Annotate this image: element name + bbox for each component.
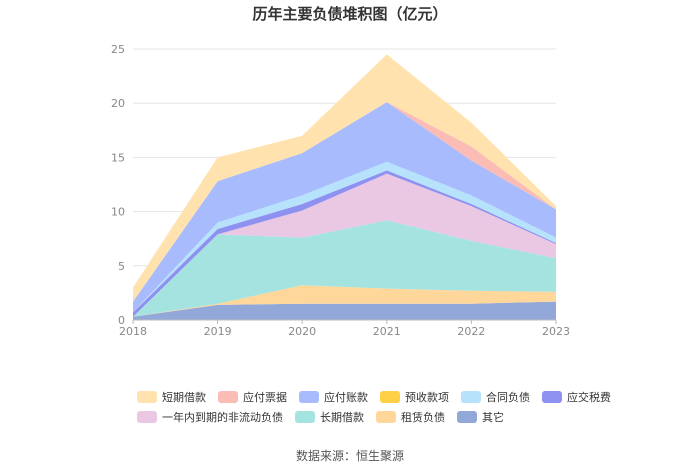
area-series-2: [133, 220, 556, 317]
x-tick-label-2020: 2020: [288, 325, 316, 338]
y-tick-label-15: 15: [111, 151, 125, 164]
legend-swatch: [137, 391, 157, 403]
x-tick-label-2019: 2019: [204, 325, 232, 338]
legend-label: 一年内到期的非流动负债: [162, 410, 283, 424]
legend-label: 租赁负债: [401, 410, 445, 424]
legend-swatch: [457, 411, 477, 423]
legend-item-1-3: 其它: [457, 410, 504, 424]
legend-label: 应付账款: [324, 390, 368, 404]
y-tick-label-5: 5: [118, 260, 125, 273]
y-tick-label-20: 20: [111, 97, 125, 110]
legend-item-1-0: 一年内到期的非流动负债: [137, 410, 283, 424]
x-tick-label-2023: 2023: [542, 325, 570, 338]
legend-swatch: [299, 391, 319, 403]
legend-swatch: [376, 411, 396, 423]
legend-label: 长期借款: [320, 410, 364, 424]
legend-swatch: [380, 391, 400, 403]
legend-label: 预收款项: [405, 390, 449, 404]
area-series-1: [133, 285, 556, 317]
legend-swatch: [295, 411, 315, 423]
x-tick-label-2021: 2021: [373, 325, 401, 338]
legend-swatch: [218, 391, 238, 403]
legend-swatch: [542, 391, 562, 403]
legend-item-0-0: 短期借款: [137, 390, 206, 404]
area-series-7: [133, 102, 556, 313]
legend-label: 其它: [482, 410, 504, 424]
legend-label: 应交税费: [567, 390, 611, 404]
legend-item-0-3: 预收款项: [380, 390, 449, 404]
legend-item-0-5: 应交税费: [542, 390, 611, 404]
y-tick-label-0: 0: [118, 314, 125, 327]
legend-item-0-2: 应付账款: [299, 390, 368, 404]
area-layers: [133, 54, 556, 320]
legend-swatch: [137, 411, 157, 423]
legend-label: 应付票据: [243, 390, 287, 404]
data-source-note: 数据来源：恒生聚源: [295, 449, 404, 463]
x-tick-label-2018: 2018: [119, 325, 147, 338]
legend-swatch: [461, 391, 481, 403]
area-series-3: [133, 173, 556, 317]
chart-title: 历年主要负债堆积图（亿元）: [252, 5, 448, 23]
area-series-0: [133, 301, 556, 320]
legend-item-0-1: 应付票据: [218, 390, 287, 404]
y-tick-label-25: 25: [111, 43, 125, 56]
legend-item-1-2: 租赁负债: [376, 410, 445, 424]
legend-item-1-1: 长期借款: [295, 410, 364, 424]
legend-label: 短期借款: [162, 390, 206, 404]
x-tick-label-2022: 2022: [457, 325, 485, 338]
legend-item-0-4: 合同负债: [461, 390, 530, 404]
legend-label: 合同负债: [486, 390, 530, 404]
y-tick-label-10: 10: [111, 206, 125, 219]
area-series-9: [133, 54, 556, 302]
